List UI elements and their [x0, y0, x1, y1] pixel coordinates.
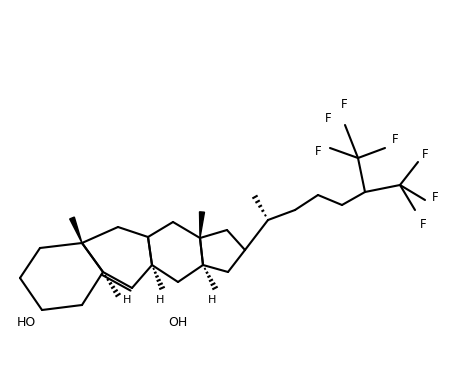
Polygon shape	[199, 212, 204, 238]
Text: F: F	[325, 112, 332, 124]
Text: H: H	[123, 295, 131, 305]
Polygon shape	[69, 217, 82, 243]
Text: F: F	[340, 98, 347, 111]
Text: F: F	[391, 133, 398, 147]
Text: H: H	[156, 295, 164, 305]
Text: F: F	[419, 218, 425, 231]
Text: F: F	[421, 149, 428, 161]
Text: OH: OH	[168, 317, 187, 329]
Text: HO: HO	[17, 317, 36, 329]
Text: H: H	[207, 295, 216, 305]
Text: F: F	[315, 146, 321, 158]
Text: F: F	[431, 192, 438, 204]
